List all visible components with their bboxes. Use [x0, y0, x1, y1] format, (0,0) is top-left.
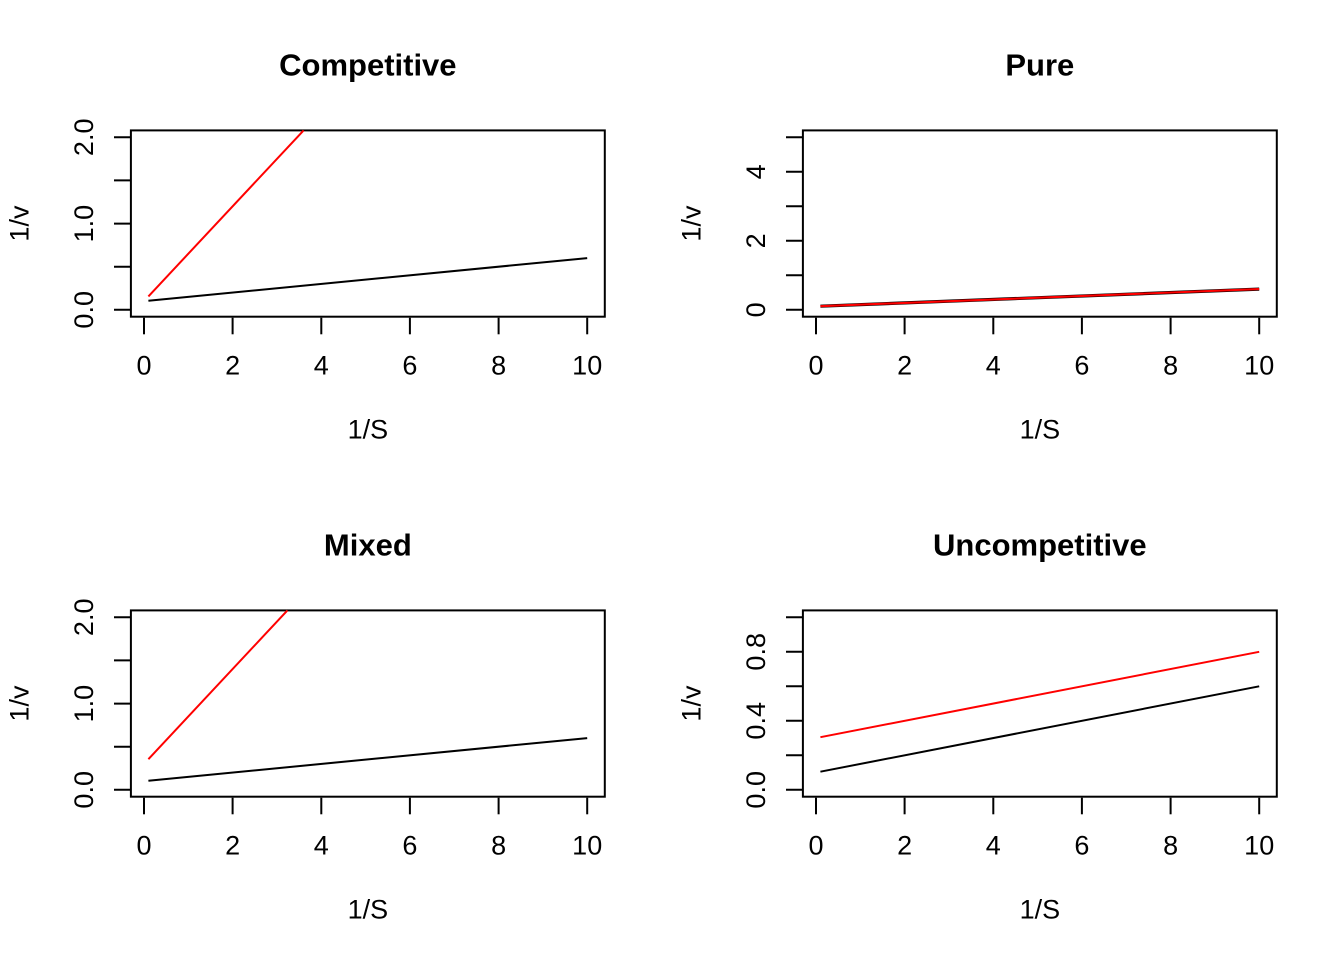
svg-text:1/v: 1/v: [5, 205, 35, 242]
svg-text:1.0: 1.0: [69, 205, 99, 243]
svg-text:2: 2: [741, 233, 771, 248]
svg-text:Competitive: Competitive: [279, 48, 456, 83]
svg-text:6: 6: [1074, 831, 1089, 861]
svg-text:8: 8: [491, 831, 506, 861]
svg-text:2: 2: [897, 351, 912, 381]
svg-text:8: 8: [1163, 351, 1178, 381]
svg-text:4: 4: [314, 351, 329, 381]
svg-text:0: 0: [136, 351, 151, 381]
svg-text:1/S: 1/S: [348, 414, 389, 444]
svg-text:1/v: 1/v: [677, 205, 707, 242]
svg-text:0: 0: [808, 351, 823, 381]
svg-text:6: 6: [1074, 351, 1089, 381]
svg-text:1/S: 1/S: [348, 894, 389, 924]
svg-text:6: 6: [402, 351, 417, 381]
svg-text:1/v: 1/v: [5, 685, 35, 722]
svg-text:0: 0: [808, 831, 823, 861]
svg-text:Uncompetitive: Uncompetitive: [933, 528, 1147, 563]
svg-text:0.4: 0.4: [741, 702, 771, 740]
svg-text:2: 2: [225, 351, 240, 381]
svg-text:0.0: 0.0: [741, 771, 771, 809]
svg-text:1.0: 1.0: [69, 685, 99, 723]
svg-text:1/S: 1/S: [1020, 894, 1061, 924]
svg-text:8: 8: [1163, 831, 1178, 861]
svg-text:Mixed: Mixed: [324, 528, 412, 563]
svg-text:4: 4: [314, 831, 329, 861]
svg-text:4: 4: [986, 351, 1001, 381]
svg-text:10: 10: [572, 831, 602, 861]
svg-text:2: 2: [225, 831, 240, 861]
svg-text:8: 8: [491, 351, 506, 381]
svg-text:4: 4: [741, 164, 771, 179]
svg-text:10: 10: [1244, 831, 1274, 861]
svg-text:2.0: 2.0: [69, 599, 99, 637]
svg-text:4: 4: [986, 831, 1001, 861]
svg-text:0: 0: [136, 831, 151, 861]
svg-text:2.0: 2.0: [69, 119, 99, 157]
svg-text:0.0: 0.0: [69, 291, 99, 329]
svg-text:6: 6: [402, 831, 417, 861]
svg-text:1/S: 1/S: [1020, 414, 1061, 444]
svg-text:0.0: 0.0: [69, 771, 99, 809]
svg-text:0: 0: [741, 302, 771, 317]
svg-text:10: 10: [1244, 351, 1274, 381]
svg-text:Pure: Pure: [1005, 48, 1074, 83]
svg-text:2: 2: [897, 831, 912, 861]
svg-text:0.8: 0.8: [741, 633, 771, 671]
svg-text:10: 10: [572, 351, 602, 381]
svg-text:1/v: 1/v: [677, 685, 707, 722]
